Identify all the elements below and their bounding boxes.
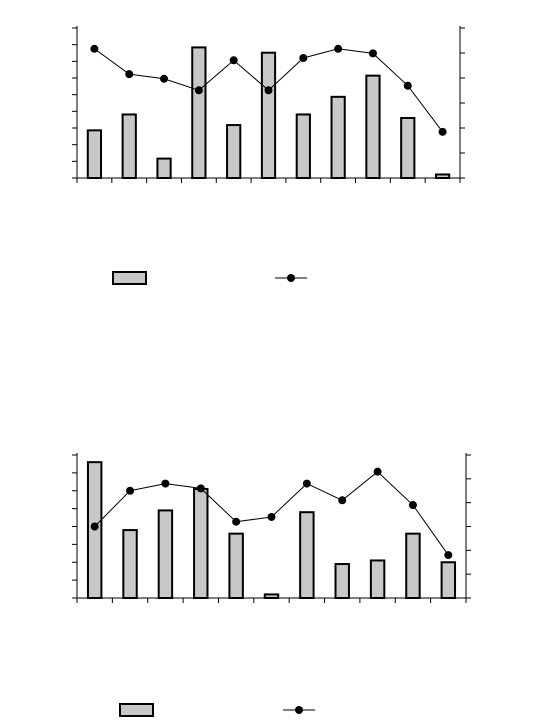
line-point [299,54,308,62]
line-point [267,512,276,521]
line-point [161,479,170,488]
line-point [444,551,453,560]
chart-1 [72,26,465,285]
line-point [368,49,377,58]
bar [191,46,207,180]
bar [334,563,350,599]
bar [156,157,172,180]
bar [365,74,381,179]
bar [121,113,137,179]
bar [440,561,457,599]
legend [119,703,315,717]
chart-2 [72,453,471,717]
legend-line-marker [287,274,295,282]
legend-bar-swatch [119,703,154,717]
line-point [338,496,347,505]
legend [112,271,307,285]
bar [226,124,242,179]
bar [260,51,277,180]
bar [157,509,174,600]
bar [405,532,421,600]
line-point [264,86,273,95]
line-point [90,44,99,53]
line-point [160,74,169,83]
line-point [126,486,135,495]
bar [369,559,386,600]
line-point [90,522,99,531]
bar [122,529,138,600]
line-point [373,467,382,476]
bar [193,487,209,599]
line-point [438,127,447,136]
line-point [403,81,412,90]
line-point [125,70,134,79]
line-point [408,501,417,510]
line-point [229,56,238,65]
bar [263,593,280,599]
line-point [334,44,343,53]
line-point [194,86,203,95]
line-point [196,484,205,493]
bar [295,113,311,179]
bar [400,117,416,179]
legend-line-marker [295,706,303,714]
bar [330,95,346,179]
bar [299,511,315,600]
legend-bar-swatch [112,271,147,285]
bar [86,129,103,179]
line-point [232,517,241,526]
line-point [302,479,311,488]
bar [228,532,244,600]
bar [434,173,451,179]
